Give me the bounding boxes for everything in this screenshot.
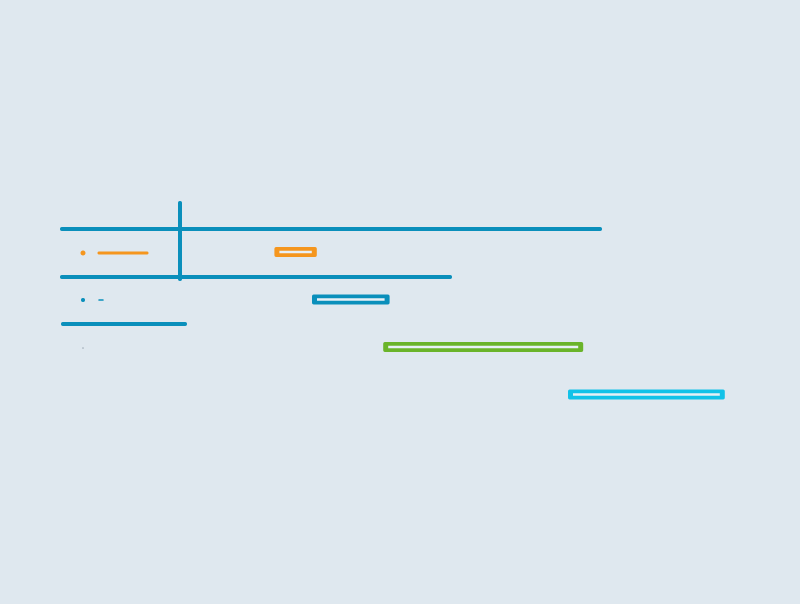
task-bars <box>274 247 725 400</box>
row-3-dot <box>82 347 84 349</box>
row-2-bullet <box>81 298 85 302</box>
row-1-bullet <box>80 250 86 256</box>
